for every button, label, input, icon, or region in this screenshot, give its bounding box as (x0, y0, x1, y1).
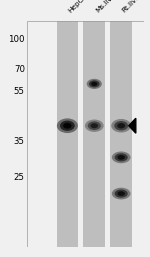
Bar (110, 21, 132, 247)
Ellipse shape (91, 82, 97, 86)
Text: HepG2: HepG2 (67, 0, 89, 14)
Ellipse shape (91, 123, 98, 128)
Text: 100: 100 (8, 35, 25, 44)
Ellipse shape (88, 121, 101, 130)
Ellipse shape (115, 153, 128, 161)
Bar (83, 21, 105, 247)
Ellipse shape (115, 189, 128, 198)
Ellipse shape (114, 121, 128, 131)
Text: 25: 25 (14, 173, 25, 182)
Ellipse shape (117, 155, 125, 160)
Text: Ms.liver: Ms.liver (94, 0, 118, 14)
Text: 35: 35 (14, 137, 25, 146)
Text: 55: 55 (14, 87, 25, 96)
Ellipse shape (85, 120, 104, 132)
Ellipse shape (87, 79, 102, 89)
Ellipse shape (89, 80, 100, 87)
Ellipse shape (112, 188, 130, 199)
Ellipse shape (111, 119, 131, 133)
Ellipse shape (57, 118, 78, 133)
Ellipse shape (63, 123, 72, 129)
Ellipse shape (60, 121, 75, 131)
Text: 70: 70 (14, 65, 25, 74)
Ellipse shape (112, 152, 130, 163)
Bar (57, 21, 78, 247)
Ellipse shape (117, 123, 125, 128)
Text: Rt.liver: Rt.liver (121, 0, 144, 14)
Ellipse shape (117, 191, 125, 196)
Polygon shape (129, 118, 136, 133)
